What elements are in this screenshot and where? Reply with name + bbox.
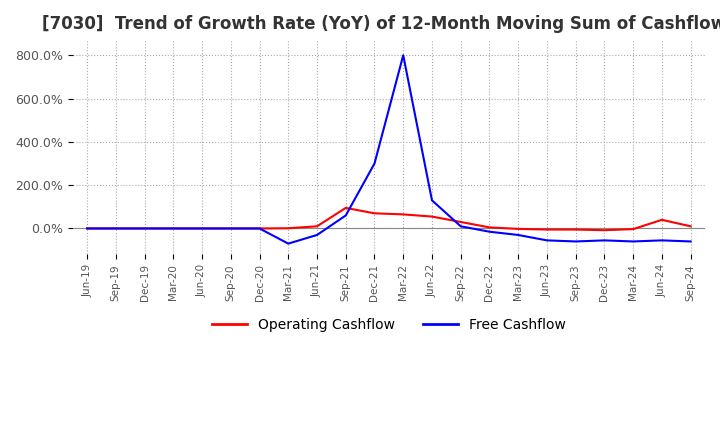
Title: [7030]  Trend of Growth Rate (YoY) of 12-Month Moving Sum of Cashflows: [7030] Trend of Growth Rate (YoY) of 12-… bbox=[42, 15, 720, 33]
Legend: Operating Cashflow, Free Cashflow: Operating Cashflow, Free Cashflow bbox=[207, 312, 571, 337]
